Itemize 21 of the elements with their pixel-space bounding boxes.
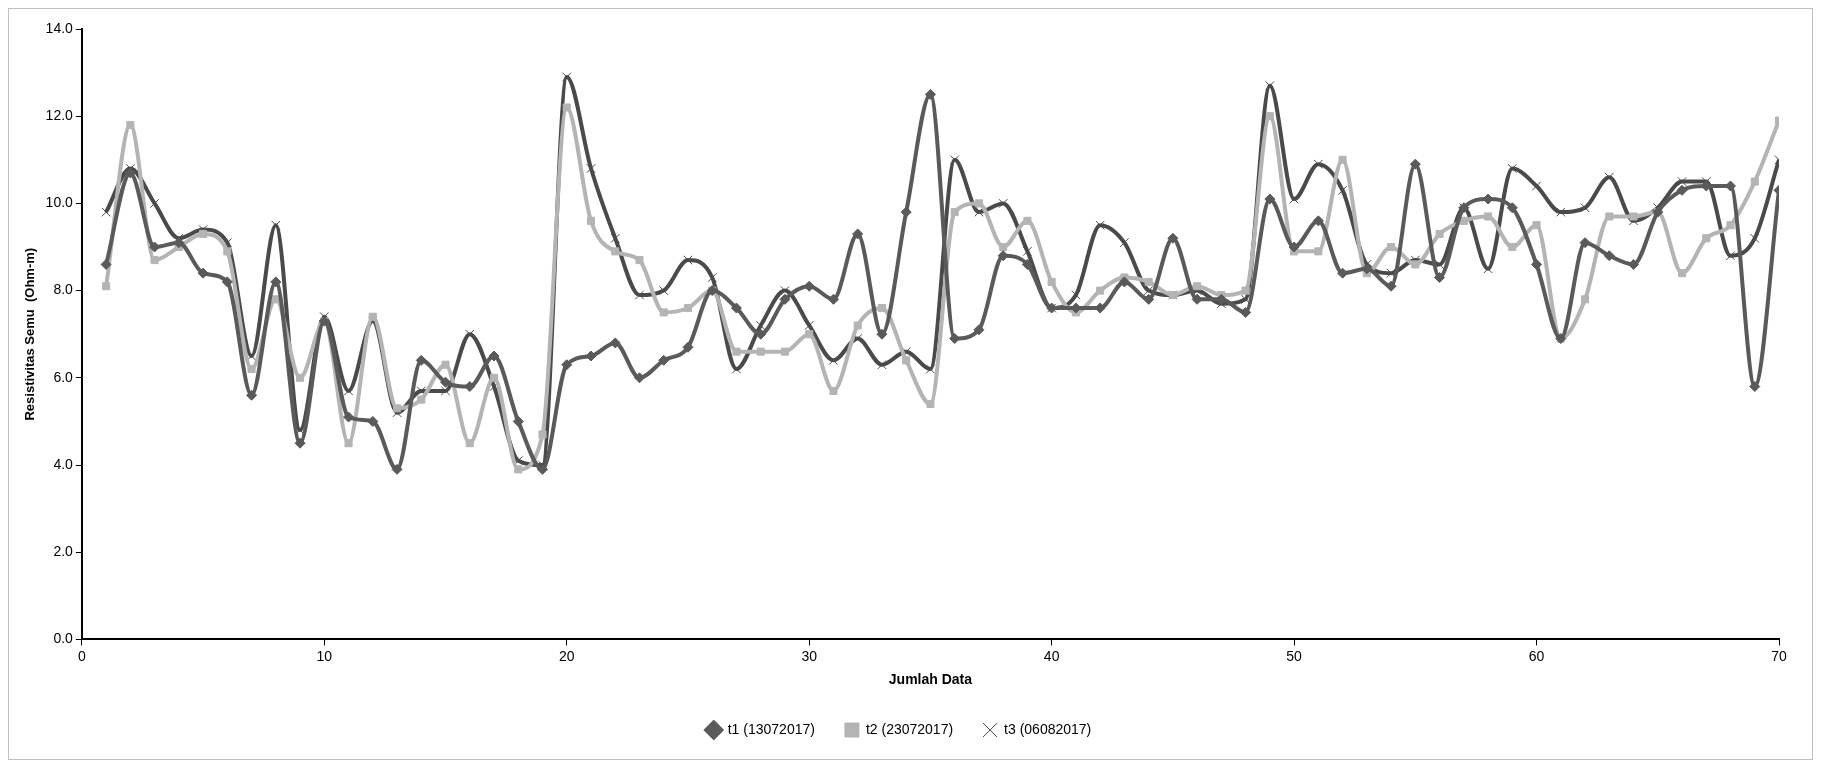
y-tick-label: 4.0 <box>53 455 74 472</box>
x-tick-label: 0 <box>77 647 86 664</box>
x-tick-label: 10 <box>316 647 333 664</box>
x-tick-label: 40 <box>1043 647 1060 664</box>
y-tick-label: 12.0 <box>45 107 74 124</box>
x-tick-label: 60 <box>1528 647 1545 664</box>
y-tick-label: 10.0 <box>45 194 74 211</box>
x-tick-label: 50 <box>1286 647 1303 664</box>
y-axis-title: Resistivitas Semu (Ohm-m) <box>22 247 38 421</box>
y-tick-label: 6.0 <box>53 368 74 385</box>
x-tick-label: 30 <box>801 647 818 664</box>
legend-label: t1 (13072017) <box>727 720 815 737</box>
y-tick-label: 0.0 <box>53 630 74 647</box>
y-tick-label: 8.0 <box>53 281 74 298</box>
legend-label: t3 (06082017) <box>1004 720 1092 737</box>
y-tick-label: 14.0 <box>45 19 74 36</box>
y-tick-label: 2.0 <box>53 543 74 560</box>
x-axis-title: Jumlah Data <box>888 671 973 688</box>
x-tick-label: 70 <box>1771 647 1787 664</box>
legend-label: t2 (23072017) <box>865 720 954 737</box>
x-tick-label: 20 <box>558 647 575 664</box>
